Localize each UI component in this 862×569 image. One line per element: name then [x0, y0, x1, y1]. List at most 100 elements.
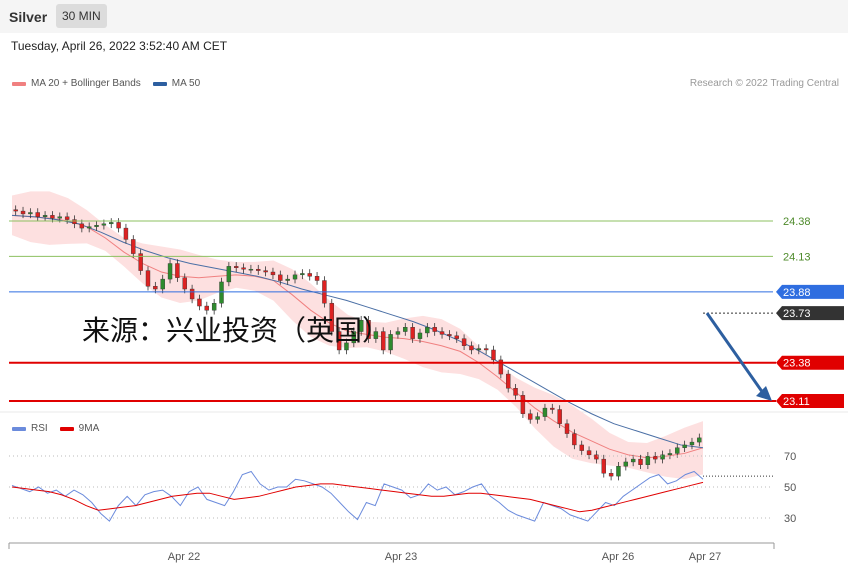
candle-body [425, 327, 430, 334]
level-label: 24.38 [783, 216, 811, 228]
rsi-legend: RSI 9MA [12, 423, 111, 434]
candle-body [197, 298, 202, 307]
timeframe-button[interactable]: 30 MIN [56, 4, 107, 28]
candle-body [344, 342, 349, 351]
symbol-title: Silver [9, 9, 48, 25]
candle-body [469, 345, 474, 351]
ma50-line [11, 214, 704, 449]
candle-body [50, 215, 55, 219]
candle-body [535, 416, 540, 420]
candle-body [285, 278, 290, 281]
candle-body [550, 407, 555, 410]
candle-body [234, 266, 239, 268]
candle-body [557, 409, 562, 424]
candle-body [520, 395, 526, 414]
candle-body [505, 373, 511, 389]
candle-body [160, 278, 165, 290]
credit-text: Research © 2022 Trading Central [689, 78, 839, 89]
legend-ma50-swatch [152, 81, 167, 86]
candle-body [586, 450, 592, 456]
candle-body [123, 227, 129, 240]
candle-body [675, 447, 680, 454]
forecast-arrow-head [756, 386, 772, 401]
candle-body [417, 332, 423, 339]
candle-body [35, 212, 40, 217]
candle-body [153, 285, 158, 290]
legend-ma50: MA 50 [152, 78, 201, 89]
candle-body [351, 331, 357, 344]
candle-body [653, 456, 658, 460]
candle-body [623, 461, 629, 467]
candle-body [594, 454, 599, 460]
candle-body [388, 334, 393, 351]
x-tick-label: Apr 22 [168, 551, 200, 563]
candle-body [638, 458, 643, 465]
candle-body [564, 423, 570, 434]
forecast-arrow-shaft [705, 312, 765, 394]
candle-body [498, 359, 504, 375]
rsi-ma9-line [11, 481, 704, 513]
level-label: 24.13 [783, 251, 811, 263]
candle-body [395, 331, 401, 335]
rsi-tick-label: 70 [784, 451, 796, 463]
candle-body [608, 473, 614, 477]
candle-body [101, 223, 107, 226]
candle-body [211, 303, 217, 311]
level-label: 23.88 [783, 287, 811, 299]
candle-body [630, 458, 636, 463]
candle-body [476, 348, 481, 351]
candle-body [461, 338, 467, 346]
candle-body [226, 266, 232, 283]
candle-body [72, 219, 77, 225]
candle-body [28, 212, 33, 215]
candle-body [182, 277, 187, 290]
candle-body [138, 253, 143, 271]
candle-body [314, 276, 320, 281]
candle-body [145, 270, 151, 287]
candle-body [20, 210, 26, 215]
candle-body [109, 222, 114, 225]
candle-body [270, 271, 276, 276]
candle-body [256, 268, 261, 271]
candle-body [300, 273, 305, 276]
candle-body [528, 413, 533, 420]
candle-body [645, 456, 651, 465]
candle-body [513, 388, 518, 396]
candle-body [241, 267, 246, 270]
candle-body [116, 222, 121, 229]
candle-body [358, 320, 364, 332]
candle-body [491, 349, 496, 361]
candle-body [278, 274, 283, 281]
rsi-line [11, 470, 704, 522]
candle-body [219, 281, 224, 304]
candle-body [689, 441, 695, 446]
legend-ma20: MA 20 + Bollinger Bands [12, 78, 141, 89]
candle-body [601, 458, 606, 474]
candle-body [329, 303, 334, 332]
candle-body [366, 320, 371, 339]
legend-9ma-swatch [59, 426, 74, 431]
legend-9ma-label: 9MA [78, 423, 100, 434]
x-tick-label: Apr 26 [602, 551, 634, 563]
candle-body [439, 331, 445, 335]
legend-rsi-label: RSI [31, 423, 48, 434]
candle-body [616, 465, 621, 477]
candle-body [292, 274, 298, 280]
candle-body [660, 454, 665, 460]
report-datetime: Tuesday, April 26, 2022 3:52:40 AM CET [11, 39, 228, 53]
main-legend: MA 20 + Bollinger Bands MA 50 [12, 78, 212, 89]
legend-rsi-swatch [12, 426, 26, 431]
candle-body [432, 327, 437, 332]
level-tag [776, 394, 844, 408]
level-label: 23.38 [783, 358, 811, 370]
legend-ma50-label: MA 50 [171, 78, 201, 89]
level-tag [776, 284, 844, 299]
level-label: 23.11 [783, 396, 810, 408]
candle-body [410, 327, 415, 339]
candle-body [204, 305, 210, 311]
candle-body [682, 444, 687, 448]
candle-body [336, 331, 342, 351]
candle-body [94, 225, 99, 227]
chart-header: Silver 30 MIN [0, 0, 848, 33]
